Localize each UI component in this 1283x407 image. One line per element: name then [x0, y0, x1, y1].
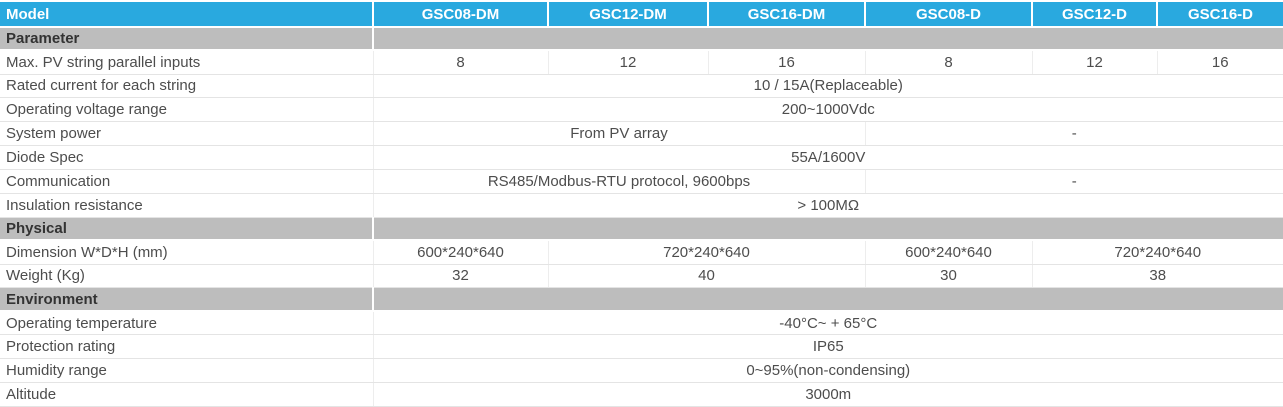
spec-value: 10 / 15A(Replaceable) [372, 74, 1283, 99]
spec-value-d: - [864, 169, 1283, 194]
spec-value: 720*240*640 [1031, 240, 1283, 265]
section-row-physical: Physical [0, 217, 1283, 242]
spec-value: 720*240*640 [547, 240, 865, 265]
spec-value: 8 [864, 50, 1032, 75]
column-header-gsc12-dm: GSC12-DM [547, 2, 708, 29]
row-label: Altitude [0, 382, 373, 407]
column-header-gsc16-d: GSC16-D [1156, 2, 1283, 29]
spec-row-rated-current: Rated current for each string 10 / 15A(R… [0, 74, 1283, 99]
row-label: Rated current for each string [0, 74, 373, 99]
column-header-gsc16-dm: GSC16-DM [707, 2, 865, 29]
spec-value-dm: From PV array [372, 121, 865, 147]
section-row-environment: Environment [0, 287, 1283, 312]
row-label: Communication [0, 169, 373, 194]
spec-row-dimension: Dimension W*D*H (mm) 600*240*640 720*240… [0, 240, 1283, 265]
row-label: Operating temperature [0, 310, 373, 336]
column-header-gsc12-d: GSC12-D [1031, 2, 1157, 29]
spec-value: 16 [1156, 50, 1283, 75]
spec-value: > 100MΩ [372, 193, 1283, 218]
spec-value: 0~95%(non-condensing) [372, 358, 1283, 383]
spec-row-voltage-range: Operating voltage range 200~1000Vdc [0, 97, 1283, 123]
spec-row-protection: Protection rating IP65 [0, 334, 1283, 360]
section-spacer [373, 287, 1283, 312]
spec-value: -40°C~ + 65°C [372, 310, 1283, 336]
spec-value: 40 [547, 264, 865, 289]
spec-value: 38 [1031, 264, 1283, 289]
spec-row-diode-spec: Diode Spec 55A/1600V [0, 145, 1283, 170]
section-spacer [373, 27, 1283, 52]
spec-value: 12 [1031, 50, 1157, 75]
spec-value: 32 [372, 264, 548, 289]
section-title-environment: Environment [0, 287, 374, 312]
spec-value: 600*240*640 [372, 240, 548, 265]
spec-row-humidity: Humidity range 0~95%(non-condensing) [0, 358, 1283, 383]
column-header-gsc08-d: GSC08-D [864, 2, 1032, 29]
spec-value: 8 [372, 50, 548, 75]
spec-row-weight: Weight (Kg) 32 40 30 38 [0, 264, 1283, 289]
spec-row-communication: Communication RS485/Modbus-RTU protocol,… [0, 169, 1283, 194]
spec-value: 30 [864, 264, 1032, 289]
model-column-header: Model [0, 2, 373, 29]
spec-value: IP65 [372, 334, 1283, 360]
row-label: Weight (Kg) [0, 264, 373, 289]
row-label: Max. PV string parallel inputs [0, 50, 373, 75]
spec-row-pv-inputs: Max. PV string parallel inputs 8 12 16 8… [0, 50, 1283, 75]
row-label: Dimension W*D*H (mm) [0, 240, 373, 265]
spec-value-d: - [864, 121, 1283, 147]
spec-row-system-power: System power From PV array - [0, 121, 1283, 147]
spec-row-altitude: Altitude 3000m [0, 382, 1283, 407]
column-header-gsc08-dm: GSC08-DM [372, 2, 548, 29]
row-label: Diode Spec [0, 145, 373, 170]
row-label: System power [0, 121, 373, 147]
spec-value: 55A/1600V [372, 145, 1283, 170]
row-label: Operating voltage range [0, 97, 373, 123]
model-header-row: Model GSC08-DM GSC12-DM GSC16-DM GSC08-D… [0, 2, 1283, 29]
row-label: Protection rating [0, 334, 373, 360]
spec-row-insulation: Insulation resistance > 100MΩ [0, 193, 1283, 218]
spec-value: 600*240*640 [864, 240, 1032, 265]
row-label: Humidity range [0, 358, 373, 383]
section-title-physical: Physical [0, 217, 374, 242]
section-row-parameter: Parameter [0, 27, 1283, 52]
spec-value-dm: RS485/Modbus-RTU protocol, 9600bps [372, 169, 865, 194]
section-title-parameter: Parameter [0, 27, 374, 52]
row-label: Insulation resistance [0, 193, 373, 218]
spec-value: 200~1000Vdc [372, 97, 1283, 123]
spec-value: 3000m [372, 382, 1283, 407]
section-spacer [373, 217, 1283, 242]
spec-value: 16 [707, 50, 865, 75]
spec-row-operating-temp: Operating temperature -40°C~ + 65°C [0, 310, 1283, 336]
spec-value: 12 [547, 50, 708, 75]
